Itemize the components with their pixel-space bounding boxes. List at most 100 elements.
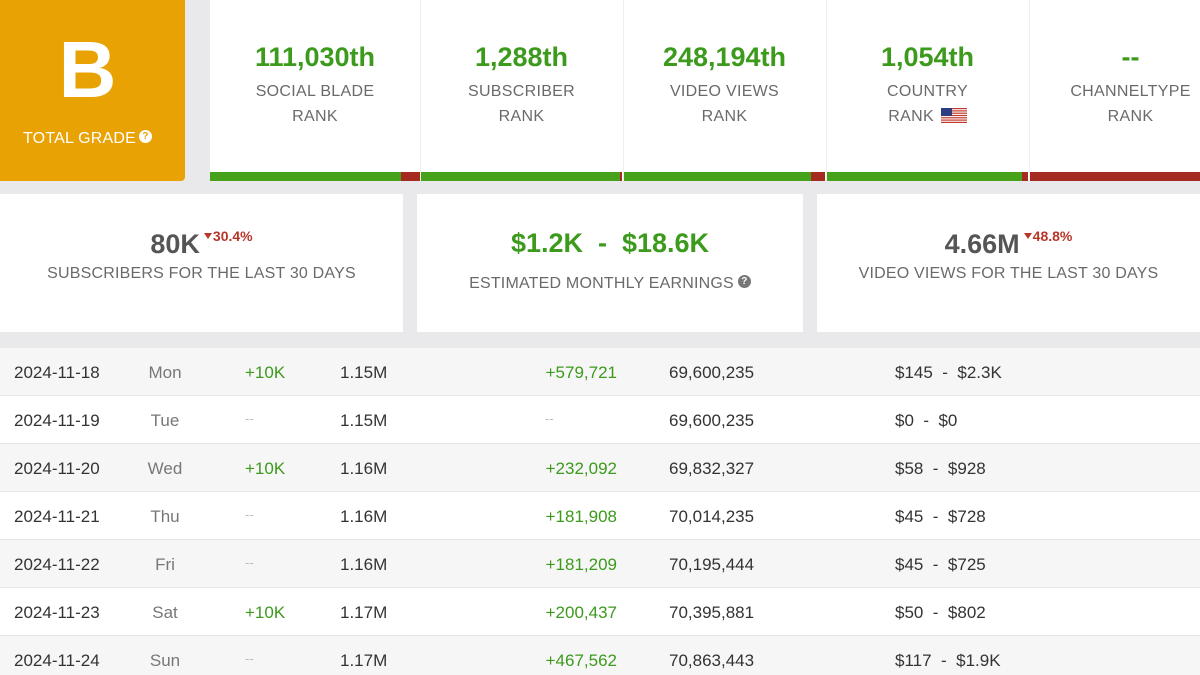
table-row: 2024-11-20 Wed +10K 1.16M +232,092 69,83… xyxy=(0,444,1200,492)
rank-bar-fill xyxy=(421,172,620,181)
date-cell: 2024-11-24 xyxy=(14,651,100,670)
subs-cell: 1.17M xyxy=(340,603,388,622)
date-cell: 2024-11-22 xyxy=(14,555,100,574)
subs-cell: 1.15M xyxy=(340,411,388,430)
subs-change-cell: -- xyxy=(245,555,254,570)
subs-change-cell: +10K xyxy=(245,459,286,478)
subs-cell: 1.16M xyxy=(340,459,388,478)
stat-value-wrap: 4.66M 48.8% xyxy=(817,228,1200,260)
rank-bar xyxy=(624,172,825,181)
us-flag-icon xyxy=(940,108,967,123)
rank-value: 248,194th xyxy=(662,42,787,72)
day-cell: Wed xyxy=(147,459,183,478)
stat-card-video-views: 4.66M 48.8% VIDEO VIEWS FOR THE LAST 30 D… xyxy=(817,194,1200,332)
subs-change-cell: -- xyxy=(245,411,254,426)
grade-label-wrap: TOTAL GRADE? xyxy=(23,130,153,148)
views-cell: 70,395,881 xyxy=(669,603,755,622)
stat-value: 4.66M xyxy=(944,229,1020,259)
rank-label: CHANNELTYPE RANK xyxy=(1070,83,1191,125)
rank-label: SOCIAL BLADE RANK xyxy=(255,83,375,125)
views-cell: 70,863,443 xyxy=(669,651,755,670)
stat-label: SUBSCRIBERS FOR THE LAST 30 DAYS xyxy=(47,265,356,282)
stat-card-subscribers: 80K 30.4% SUBSCRIBERS FOR THE LAST 30 DAY… xyxy=(0,194,403,332)
earnings-cell: $145 - $2.3K xyxy=(895,363,1002,382)
stat-label-wrap: ESTIMATED MONTHLY EARNINGS? xyxy=(417,275,803,293)
stat-label: ESTIMATED MONTHLY EARNINGS xyxy=(469,275,734,292)
subs-cell: 1.16M xyxy=(340,555,388,574)
date-cell: 2024-11-23 xyxy=(14,603,100,622)
table-row: 2024-11-23 Sat +10K 1.17M +200,437 70,39… xyxy=(0,588,1200,636)
date-cell: 2024-11-18 xyxy=(14,363,100,382)
rank-row: 111,030th SOCIAL BLADE RANK 1,288th SUBSC… xyxy=(210,0,1200,181)
down-arrow-icon xyxy=(203,233,212,239)
subs-change-cell: +10K xyxy=(245,363,286,382)
day-cell: Fri xyxy=(155,555,175,574)
date-cell: 2024-11-20 xyxy=(14,459,100,478)
rank-bar xyxy=(1030,172,1200,181)
day-cell: Sun xyxy=(149,651,181,670)
rank-value: 1,054th xyxy=(880,42,975,72)
subs-cell: 1.15M xyxy=(340,363,388,382)
daily-stats-table: 2024-11-18 Mon +10K 1.15M +579,721 69,60… xyxy=(0,348,1200,675)
help-icon[interactable]: ? xyxy=(139,130,153,143)
views-cell: 69,600,235 xyxy=(669,363,755,382)
rank-card-country: 1,054th COUNTRY RANK xyxy=(826,0,1028,181)
rank-bar xyxy=(421,172,622,181)
subs-change-cell: -- xyxy=(245,507,254,522)
day-cell: Mon xyxy=(148,363,182,382)
rank-value: 1,288th xyxy=(474,42,569,72)
table-row: 2024-11-18 Mon +10K 1.15M +579,721 69,60… xyxy=(0,348,1200,396)
views-change-cell: +232,092 xyxy=(545,459,617,478)
views-change-cell: +467,562 xyxy=(545,651,617,670)
stat-value: 80K xyxy=(150,229,200,259)
views-change-cell: -- xyxy=(545,411,554,426)
rank-bar xyxy=(827,172,1028,181)
stat-label: VIDEO VIEWS FOR THE LAST 30 DAYS xyxy=(858,265,1159,282)
rank-bar-fill xyxy=(210,172,402,181)
change-badge: 48.8% xyxy=(1023,228,1072,244)
grade-label: TOTAL GRADE xyxy=(23,130,137,147)
earnings-cell: $117 - $1.9K xyxy=(895,651,1001,670)
day-cell: Thu xyxy=(150,507,180,526)
subs-cell: 1.16M xyxy=(340,507,388,526)
table-row: 2024-11-22 Fri -- 1.16M +181,209 70,195,… xyxy=(0,540,1200,588)
rank-card-channeltype: -- CHANNELTYPE RANK xyxy=(1029,0,1200,181)
rank-value: 111,030th xyxy=(254,42,376,72)
subs-change-cell: -- xyxy=(245,651,254,666)
total-grade-card: B TOTAL GRADE? xyxy=(0,0,185,181)
views-cell: 69,600,235 xyxy=(669,411,755,430)
views-change-cell: +579,721 xyxy=(545,363,617,382)
views-cell: 70,195,444 xyxy=(669,555,755,574)
views-change-cell: +200,437 xyxy=(545,603,617,622)
table-row: 2024-11-24 Sun -- 1.17M +467,562 70,863,… xyxy=(0,636,1200,675)
rank-card-social-blade: 111,030th SOCIAL BLADE RANK xyxy=(210,0,420,181)
earnings-cell: $0 - $0 xyxy=(895,411,958,430)
stat-value-wrap: 80K 30.4% xyxy=(0,228,403,260)
day-cell: Tue xyxy=(150,411,180,430)
subs-change-cell: +10K xyxy=(245,603,286,622)
table-row: 2024-11-21 Thu -- 1.16M +181,908 70,014,… xyxy=(0,492,1200,540)
help-icon[interactable]: ? xyxy=(737,275,751,288)
day-cell: Sat xyxy=(152,603,178,622)
table-row: 2024-11-19 Tue -- 1.15M -- 69,600,235 $0… xyxy=(0,396,1200,444)
earnings-cell: $50 - $802 xyxy=(895,603,986,622)
earnings-cell: $45 - $728 xyxy=(895,507,986,526)
views-change-cell: +181,908 xyxy=(545,507,617,526)
rank-label: VIDEO VIEWS RANK xyxy=(669,83,780,125)
rank-bar-fill xyxy=(624,172,811,181)
grade-letter: B xyxy=(58,25,117,114)
rank-bar xyxy=(210,172,420,181)
stat-card-earnings: $1.2K - $18.6K ESTIMATED MONTHLY EARNING… xyxy=(417,194,803,332)
earnings-cell: $58 - $928 xyxy=(895,459,986,478)
rank-bar-fill xyxy=(827,172,1022,181)
date-cell: 2024-11-19 xyxy=(14,411,100,430)
down-arrow-icon xyxy=(1023,233,1032,239)
views-cell: 70,014,235 xyxy=(669,507,755,526)
rank-card-subscriber: 1,288th SUBSCRIBER RANK xyxy=(420,0,622,181)
change-badge: 30.4% xyxy=(203,228,253,244)
views-cell: 69,832,327 xyxy=(669,459,755,478)
date-cell: 2024-11-21 xyxy=(14,507,100,526)
earnings-cell: $45 - $725 xyxy=(895,555,986,574)
views-change-cell: +181,209 xyxy=(545,555,617,574)
rank-value: -- xyxy=(1121,42,1140,72)
